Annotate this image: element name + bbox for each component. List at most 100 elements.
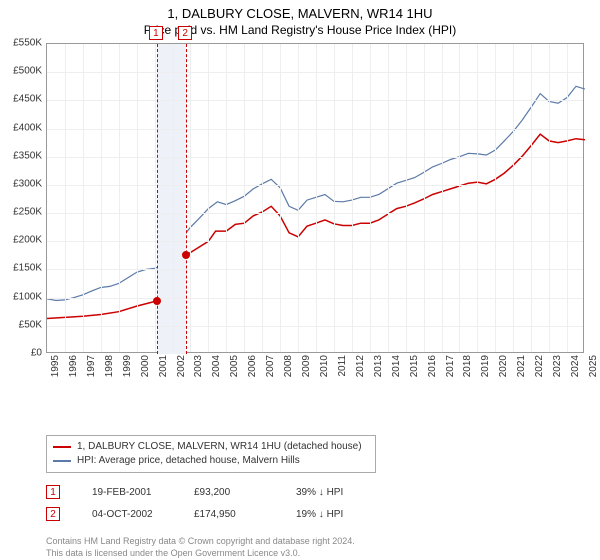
y-axis-label: £400K [10, 122, 42, 133]
gridline-h [47, 241, 583, 242]
gridline-v [119, 44, 120, 352]
gridline-v [567, 44, 568, 352]
legend: 1, DALBURY CLOSE, MALVERN, WR14 1HU (det… [46, 435, 376, 473]
x-axis-label: 2007 [265, 355, 276, 377]
x-axis-label: 2000 [140, 355, 151, 377]
x-axis-label: 2008 [283, 355, 294, 377]
x-axis-label: 2020 [498, 355, 509, 377]
event-price: £93,200 [194, 487, 264, 498]
gridline-h [47, 157, 583, 158]
y-axis-label: £100K [10, 291, 42, 302]
x-axis-label: 1998 [104, 355, 115, 377]
gridline-v [226, 44, 227, 352]
event-delta: 19% ↓ HPI [296, 509, 366, 520]
gridline-v [442, 44, 443, 352]
y-axis-label: £200K [10, 235, 42, 246]
gridline-v [459, 44, 460, 352]
event-delta: 39% ↓ HPI [296, 487, 366, 498]
y-axis-label: £550K [10, 38, 42, 49]
gridline-v [316, 44, 317, 352]
legend-swatch [53, 446, 71, 448]
gridline-v [370, 44, 371, 352]
chart-title-address: 1, DALBURY CLOSE, MALVERN, WR14 1HU [10, 6, 590, 21]
marker-dashed-line [157, 44, 158, 354]
x-axis-label: 2015 [409, 355, 420, 377]
x-axis-label: 2023 [552, 355, 563, 377]
gridline-v [173, 44, 174, 352]
x-axis-label: 2006 [247, 355, 258, 377]
x-axis-label: 2001 [158, 355, 169, 377]
gridline-v [298, 44, 299, 352]
chart-title-description: Price paid vs. HM Land Registry's House … [10, 23, 590, 37]
attribution-footer: Contains HM Land Registry data © Crown c… [46, 535, 590, 559]
marker-number-icon: 2 [178, 26, 192, 40]
gridline-v [137, 44, 138, 352]
gridline-h [47, 185, 583, 186]
event-price: £174,950 [194, 509, 264, 520]
gridline-v [513, 44, 514, 352]
y-axis-label: £0 [10, 348, 42, 359]
legend-row-hpi: HPI: Average price, detached house, Malv… [53, 454, 369, 468]
gridline-v [244, 44, 245, 352]
x-axis-label: 2004 [211, 355, 222, 377]
x-axis-label: 2010 [319, 355, 330, 377]
gridline-v [406, 44, 407, 352]
x-axis-label: 2011 [337, 355, 348, 377]
gridline-h [47, 326, 583, 327]
footer-line: This data is licensed under the Open Gov… [46, 547, 590, 559]
events-table: 1 19-FEB-2001 £93,200 39% ↓ HPI 2 04-OCT… [46, 481, 590, 525]
x-axis-label: 2019 [480, 355, 491, 377]
x-axis-label: 1999 [122, 355, 133, 377]
gridline-v [477, 44, 478, 352]
gridline-v [262, 44, 263, 352]
y-axis-label: £500K [10, 66, 42, 77]
sale-point-dot [153, 297, 161, 305]
legend-swatch [53, 460, 71, 462]
x-axis-label: 2003 [193, 355, 204, 377]
gridline-h [47, 72, 583, 73]
legend-label: HPI: Average price, detached house, Malv… [77, 454, 300, 468]
x-axis-label: 1997 [86, 355, 97, 377]
x-axis-label: 2017 [445, 355, 456, 377]
gridline-v [83, 44, 84, 352]
event-date: 19-FEB-2001 [92, 487, 162, 498]
gridline-v [352, 44, 353, 352]
x-axis-label: 2022 [534, 355, 545, 377]
y-axis-label: £450K [10, 94, 42, 105]
x-axis-label: 2013 [373, 355, 384, 377]
gridline-h [47, 298, 583, 299]
event-date: 04-OCT-2002 [92, 509, 162, 520]
gridline-v [155, 44, 156, 352]
x-axis-label: 2016 [427, 355, 438, 377]
x-axis-label: 2005 [229, 355, 240, 377]
gridline-h [47, 100, 583, 101]
x-axis-label: 2014 [391, 355, 402, 377]
gridline-v [190, 44, 191, 352]
x-axis-label: 2018 [462, 355, 473, 377]
x-axis-label: 1995 [50, 355, 61, 377]
marker-dashed-line [186, 44, 187, 354]
x-axis-label: 2009 [301, 355, 312, 377]
gridline-v [495, 44, 496, 352]
footer-line: Contains HM Land Registry data © Crown c… [46, 535, 590, 547]
sale-point-dot [182, 251, 190, 259]
y-axis-label: £50K [10, 319, 42, 330]
marker-number-icon: 1 [149, 26, 163, 40]
gridline-v [549, 44, 550, 352]
x-axis-label: 1996 [68, 355, 79, 377]
gridline-v [531, 44, 532, 352]
chart-area: 12 £0£50K£100K£150K£200K£250K£300K£350K£… [10, 43, 590, 393]
event-row: 2 04-OCT-2002 £174,950 19% ↓ HPI [46, 503, 590, 525]
gridline-v [65, 44, 66, 352]
chart-container: 1, DALBURY CLOSE, MALVERN, WR14 1HU Pric… [0, 0, 600, 560]
event-marker-icon: 2 [46, 507, 60, 521]
legend-row-price-paid: 1, DALBURY CLOSE, MALVERN, WR14 1HU (det… [53, 440, 369, 454]
x-axis-label: 2002 [176, 355, 187, 377]
x-axis-label: 2024 [570, 355, 581, 377]
event-row: 1 19-FEB-2001 £93,200 39% ↓ HPI [46, 481, 590, 503]
marker-band [157, 44, 186, 354]
gridline-v [334, 44, 335, 352]
y-axis-label: £250K [10, 207, 42, 218]
y-axis-label: £350K [10, 150, 42, 161]
gridline-v [424, 44, 425, 352]
